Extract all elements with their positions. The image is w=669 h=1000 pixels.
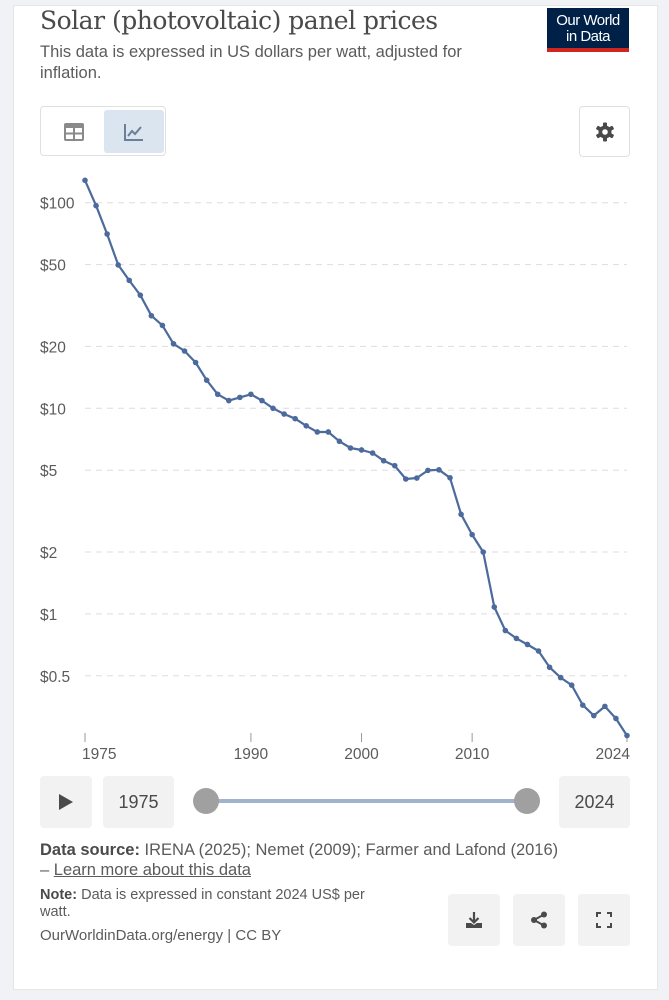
data-point [159, 322, 166, 329]
timeline-track[interactable] [206, 799, 526, 803]
data-point [170, 340, 177, 347]
chart-subtitle: This data is expressed in US dollars per… [40, 43, 462, 82]
data-point [469, 531, 475, 538]
data-point [214, 391, 221, 398]
data-point [181, 348, 188, 354]
data-point [137, 292, 144, 298]
table-icon [64, 122, 84, 141]
owid-logo[interactable]: Our World in Data [547, 8, 629, 52]
gear-icon [595, 122, 614, 141]
data-point [447, 475, 453, 481]
data-point [436, 467, 442, 473]
data-point [314, 429, 321, 435]
data-point [115, 262, 121, 268]
source-text: IRENA (2025); Nemet (2009); Farmer and L… [40, 841, 559, 879]
data-point [624, 732, 630, 739]
data-point [192, 359, 199, 366]
data-point [391, 462, 398, 469]
tab-table[interactable] [44, 110, 104, 153]
data-point [325, 429, 332, 435]
data-point [248, 391, 254, 398]
line-chart-icon [124, 123, 143, 141]
data-point [270, 405, 276, 412]
chart-title: Solar (photovoltaic) panel prices [40, 6, 438, 35]
timeline-end-handle[interactable] [514, 788, 540, 814]
data-point [126, 277, 133, 284]
data-point [591, 712, 597, 719]
data-point [237, 394, 243, 401]
data-point [203, 377, 210, 383]
data-point [292, 415, 298, 422]
y-tick-label: $5 [40, 463, 57, 480]
data-point [148, 312, 155, 319]
end-year-label[interactable]: 2024 [559, 776, 630, 828]
x-tick-label: 2000 [344, 746, 379, 763]
share-icon [531, 911, 547, 929]
y-tick-label: $10 [40, 401, 66, 418]
line-chart: $100 $50 $20 $10 $5 $2 $1 $0.5 1975 1990 2000 2010 2… [40, 177, 631, 763]
data-point [535, 648, 542, 654]
data-point [613, 715, 619, 722]
data-point [524, 641, 531, 648]
logo-line-2: in Data [565, 28, 611, 45]
series-line [83, 179, 628, 737]
download-button[interactable] [448, 894, 500, 946]
data-point [225, 397, 232, 404]
start-year-label[interactable]: 1975 [103, 776, 174, 828]
data-point [491, 604, 498, 610]
play-button[interactable] [40, 776, 92, 828]
data-source: Data source: IRENA (2025); Nemet (2009);… [40, 840, 560, 880]
data-point [546, 664, 553, 671]
data-point [513, 635, 520, 642]
fullscreen-icon [596, 912, 612, 928]
download-icon [466, 912, 482, 928]
data-point [369, 450, 376, 456]
credit-line[interactable]: OurWorldinData.org/energy | CC BY [40, 927, 282, 944]
view-tabs [40, 106, 166, 156]
x-tick-label: 1990 [234, 746, 269, 763]
learn-more-link[interactable]: Learn more about this data [53, 861, 251, 879]
y-tick-label: $1 [40, 607, 57, 624]
x-tick-label: 2010 [455, 746, 490, 763]
y-tick-label: $2 [40, 545, 57, 562]
y-tick-label: $100 [40, 196, 75, 213]
data-point [358, 447, 365, 453]
data-point [502, 627, 509, 634]
data-point [458, 511, 464, 518]
data-point [281, 411, 287, 417]
data-point [93, 202, 99, 209]
timeline-start-handle[interactable] [193, 788, 219, 814]
play-icon [59, 794, 73, 810]
x-tick-label: 2024 [596, 746, 631, 763]
logo-line-1: Our World [556, 12, 620, 29]
data-point [380, 457, 387, 464]
data-point [104, 231, 110, 237]
data-point [82, 177, 88, 184]
data-point [425, 467, 431, 474]
note-text: Data is expressed in constant 2024 US$ p… [40, 887, 365, 920]
y-tick-label: $50 [40, 258, 66, 275]
settings-button[interactable] [579, 106, 630, 157]
chart-note: Note: Data is expressed in constant 2024… [40, 887, 380, 921]
data-point [347, 445, 354, 451]
data-point [303, 423, 310, 429]
share-button[interactable] [513, 894, 565, 946]
data-point [414, 475, 420, 481]
data-point [557, 674, 564, 681]
data-point [336, 438, 343, 445]
y-tick-label: $20 [40, 339, 66, 356]
data-point [402, 476, 409, 482]
data-point [579, 702, 586, 708]
data-point [480, 549, 487, 555]
source-label: Data source: [40, 841, 140, 859]
x-tick-label: 1975 [82, 746, 116, 763]
tab-chart[interactable] [104, 110, 164, 153]
y-tick-label: $0.5 [40, 669, 70, 686]
data-point [602, 703, 608, 710]
note-label: Note: [40, 887, 78, 903]
data-point [568, 682, 575, 688]
fullscreen-button[interactable] [578, 894, 630, 946]
data-point [259, 397, 265, 404]
